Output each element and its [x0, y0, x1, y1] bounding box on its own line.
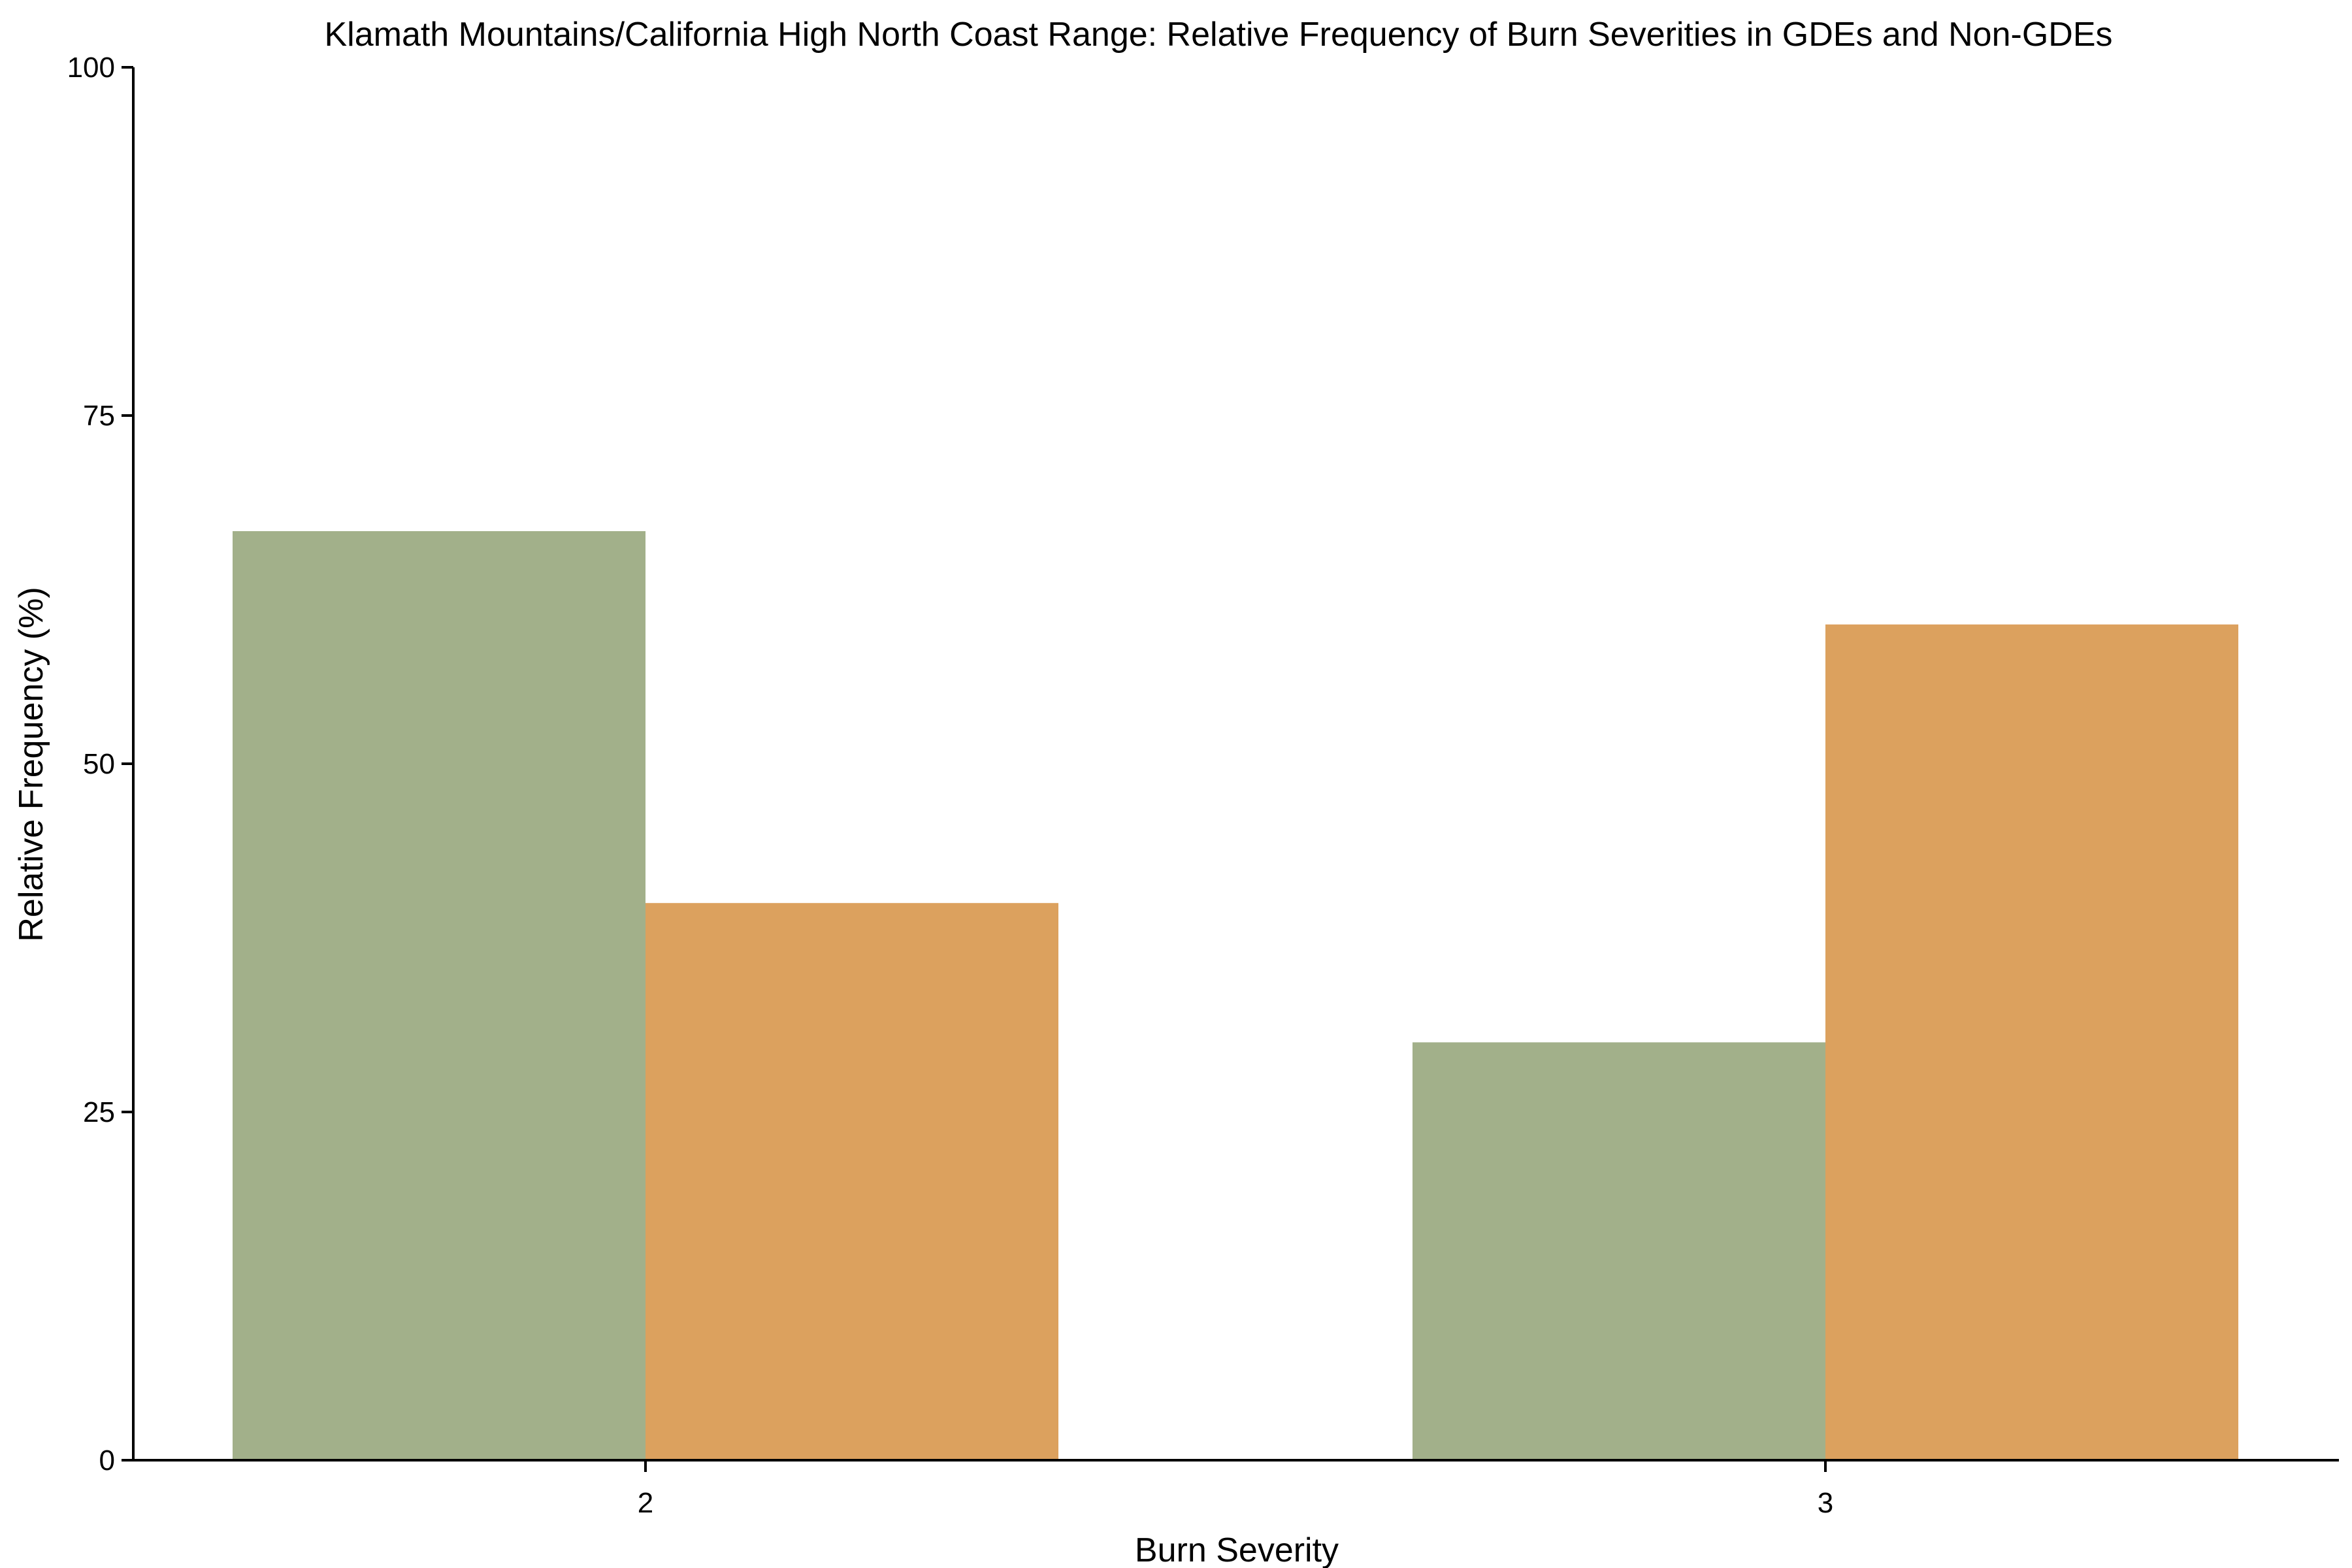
x-tick-label: 3: [1818, 1487, 1833, 1519]
y-axis-label: Relative Frequency (%): [12, 587, 50, 941]
y-tick-label: 0: [99, 1445, 115, 1477]
y-tick-label: 75: [83, 400, 115, 432]
y-ticks-group: 0 25 50 75 100: [67, 52, 133, 1477]
bar-series2-cat-3: [1825, 624, 2238, 1460]
x-axis-label: Burn Severity: [1135, 1531, 1339, 1568]
bar-series1-cat-3: [1413, 1042, 1825, 1460]
y-tick-label: 100: [67, 52, 115, 84]
chart-title: Klamath Mountains/California High North …: [324, 16, 2112, 54]
y-tick-label: 50: [83, 748, 115, 780]
bar-series1-cat-2: [233, 531, 645, 1460]
x-tick-label: 2: [638, 1487, 653, 1519]
y-tick-label: 25: [83, 1096, 115, 1128]
bars-group: [233, 531, 2238, 1460]
bar-series2-cat-2: [645, 903, 1058, 1460]
